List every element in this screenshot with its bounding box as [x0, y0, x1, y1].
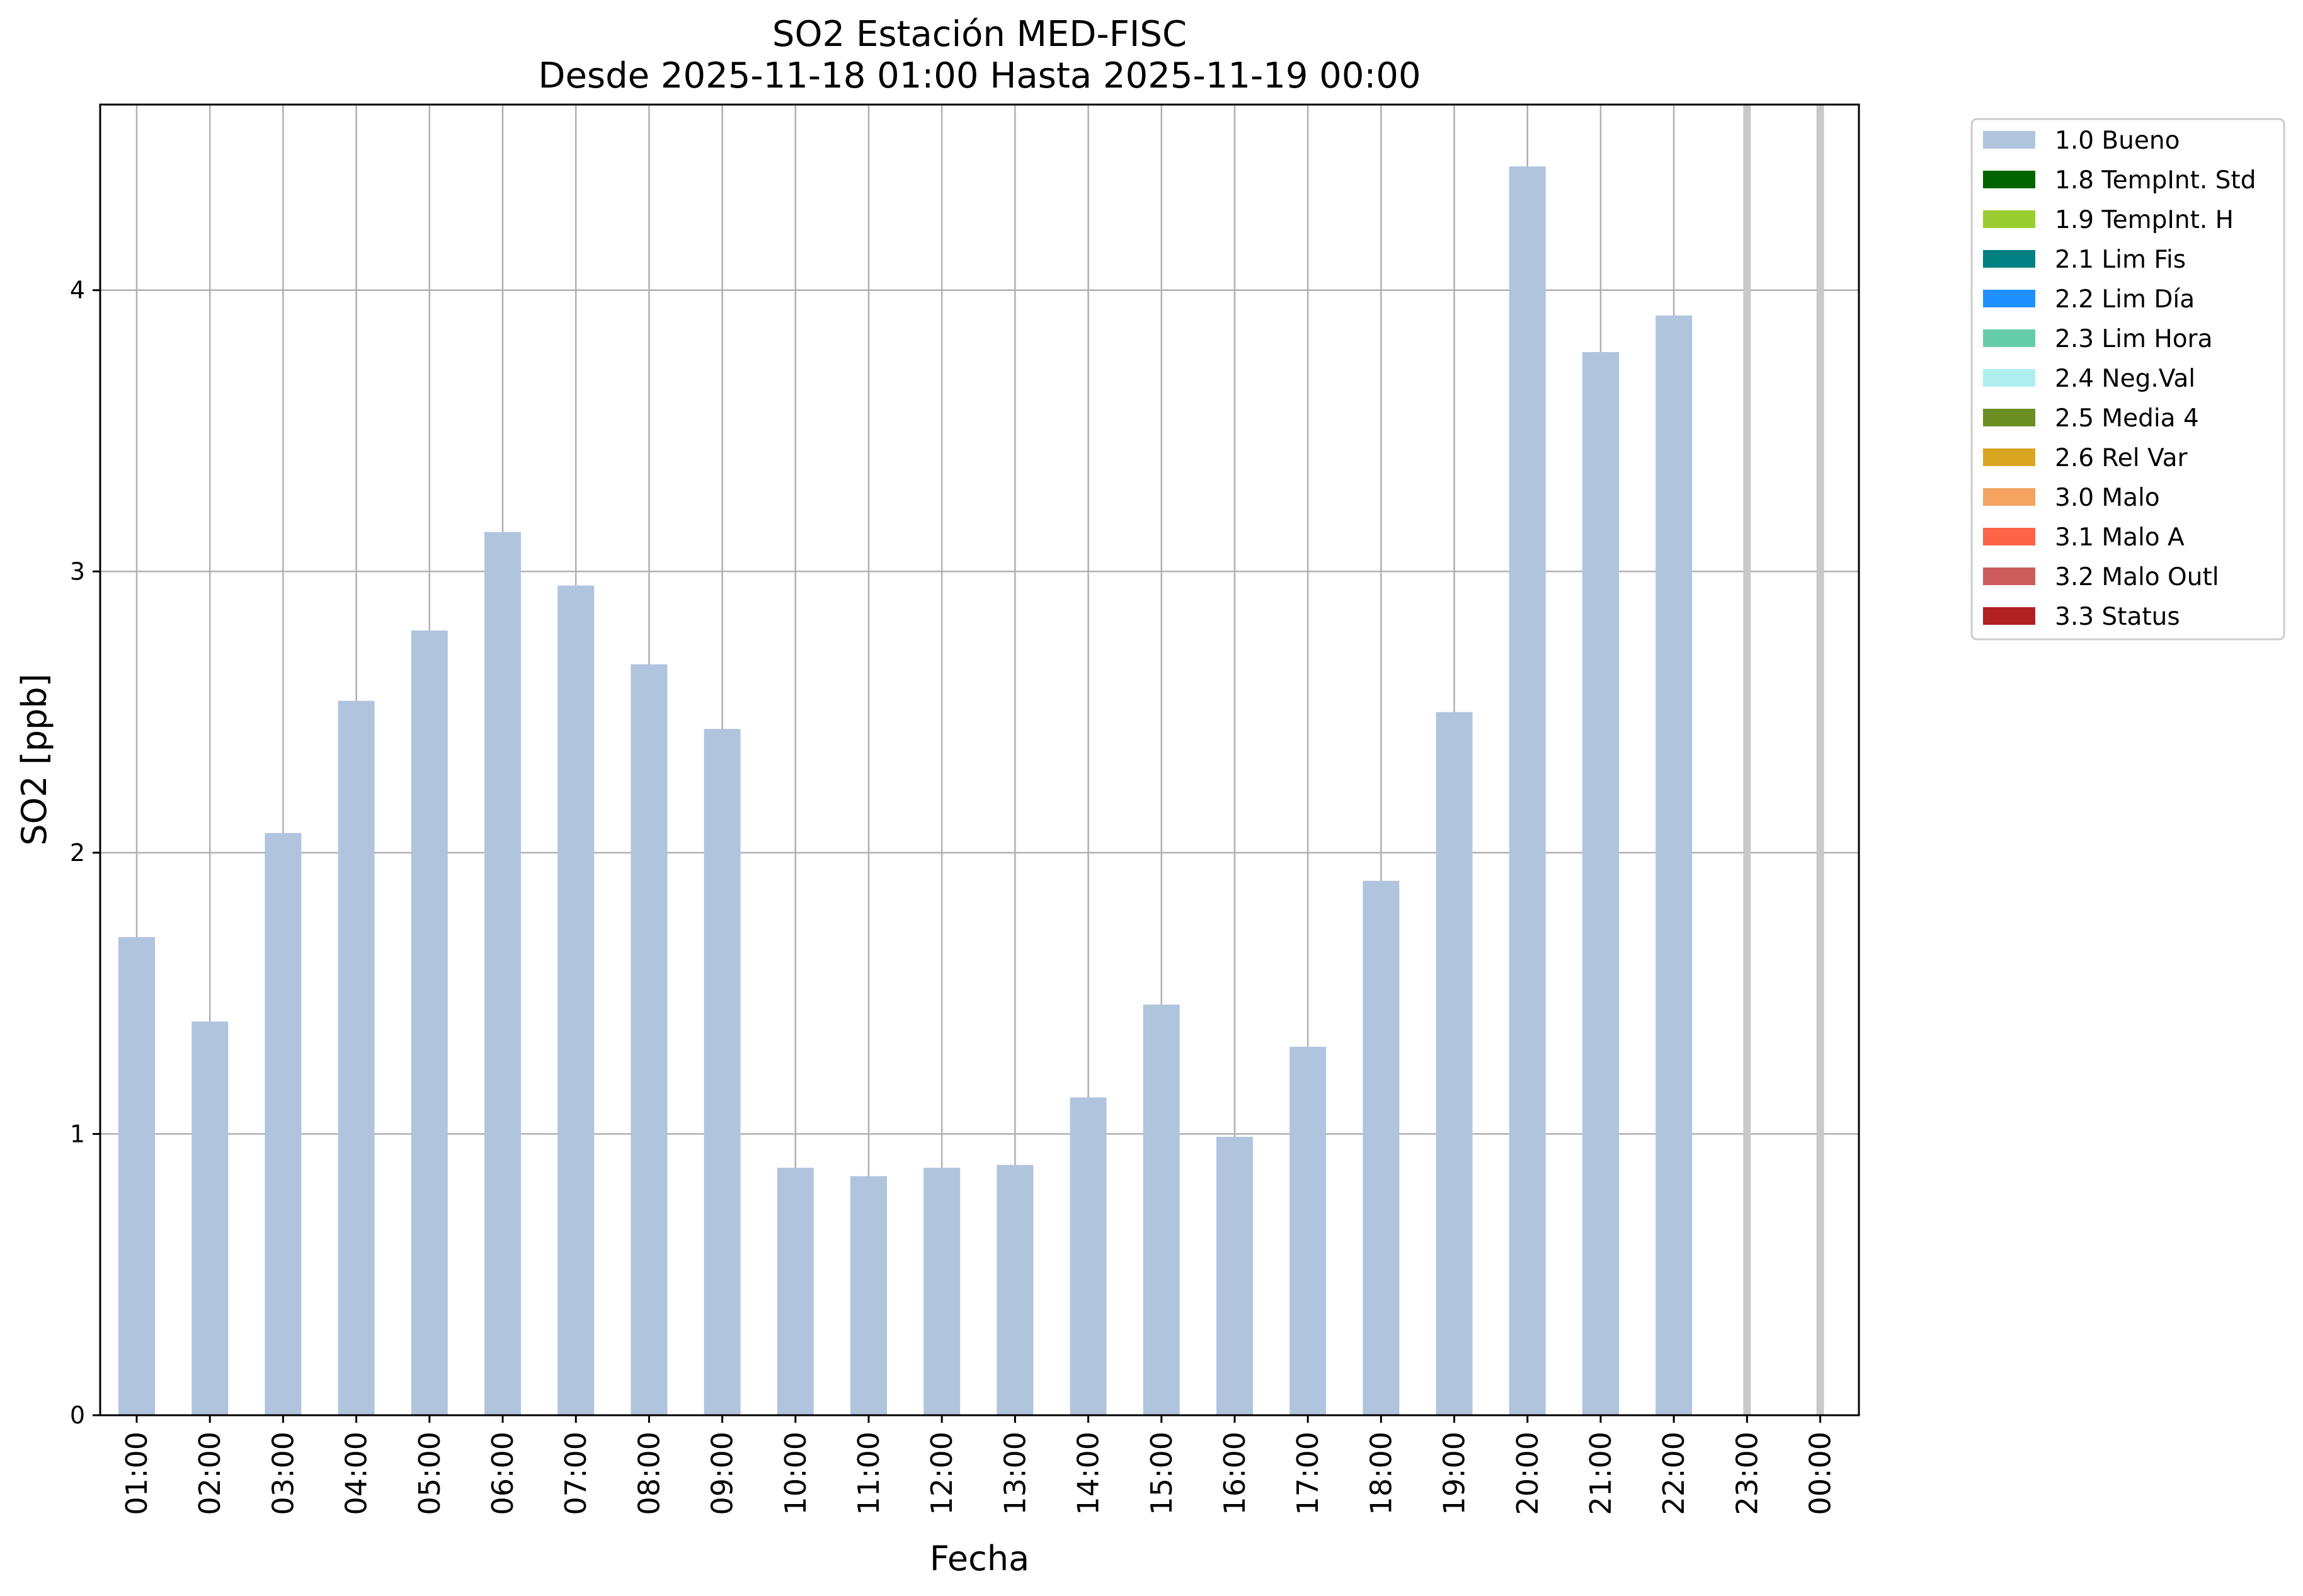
x-tick-label: 02:00	[193, 1432, 227, 1515]
bar	[923, 1168, 961, 1415]
bar	[1143, 1005, 1180, 1415]
y-axis-ticks: 0 1 2 3 4	[70, 276, 100, 1429]
legend-swatch	[1983, 488, 2035, 506]
legend-swatch	[1983, 409, 2035, 426]
x-tick-label: 11:00	[852, 1432, 886, 1515]
x-tick-label: 04:00	[340, 1432, 374, 1515]
legend-swatch	[1983, 567, 2035, 585]
x-tick-label: 12:00	[925, 1432, 959, 1515]
x-tick-label: 23:00	[1730, 1432, 1764, 1515]
bar	[704, 729, 741, 1415]
legend-label: 3.0 Malo	[2055, 484, 2160, 512]
bar	[1216, 1136, 1253, 1415]
bar	[1509, 166, 1546, 1415]
bar	[557, 585, 595, 1415]
x-tick-label: 06:00	[486, 1432, 520, 1515]
bars	[118, 166, 1693, 1416]
x-axis-ticks: 01:00 02:00 03:00 04:00 05:00 06:00 07:00 08:00…	[120, 1415, 1837, 1515]
legend-swatch	[1983, 210, 2035, 228]
bar	[484, 532, 521, 1415]
y-tick-label: 0	[70, 1401, 85, 1429]
legend-label: 2.5 Media 4	[2055, 404, 2199, 433]
legend-swatch	[1983, 607, 2035, 625]
legend-label: 1.9 TempInt. H	[2055, 206, 2234, 234]
x-tick-label: 18:00	[1364, 1432, 1398, 1515]
chart-subtitle: Desde 2025-11-18 01:00 Hasta 2025-11-19 …	[538, 55, 1420, 96]
x-tick-label: 08:00	[632, 1432, 666, 1515]
legend: 1.0 Bueno 1.8 TempInt. Std 1.9 TempInt. H 2…	[1970, 118, 2285, 641]
x-tick-label: 16:00	[1218, 1432, 1252, 1515]
x-axis-label: Fecha	[930, 1539, 1029, 1578]
bar	[777, 1168, 814, 1415]
legend-swatch	[1983, 131, 2035, 149]
bar	[1582, 351, 1619, 1415]
y-tick-label: 2	[70, 839, 85, 867]
legend-label: 2.1 Lim Fis	[2055, 246, 2186, 274]
x-tick-label: 05:00	[413, 1432, 447, 1515]
missing-data-markers	[1743, 105, 1824, 1415]
bar	[265, 833, 302, 1415]
legend-label: 2.3 Lim Hora	[2055, 325, 2213, 353]
x-tick-label: 22:00	[1657, 1432, 1691, 1515]
x-tick-label: 09:00	[706, 1432, 740, 1515]
x-tick-label: 19:00	[1437, 1432, 1472, 1515]
chart-title: SO2 Estación MED-FISC	[772, 14, 1187, 55]
legend-label: 3.3 Status	[2055, 603, 2180, 631]
legend-frame	[1970, 118, 2285, 641]
bar	[997, 1165, 1034, 1415]
x-tick-label: 21:00	[1584, 1432, 1618, 1515]
legend-swatch	[1983, 369, 2035, 387]
legend-label: 2.6 Rel Var	[2055, 444, 2188, 472]
legend-label: 3.2 Malo Outl	[2055, 563, 2219, 591]
bar	[118, 937, 155, 1415]
legend-label: 1.0 Bueno	[2055, 127, 2180, 155]
y-tick-label: 4	[70, 276, 85, 304]
x-tick-label: 17:00	[1291, 1432, 1325, 1515]
legend-swatch	[1983, 448, 2035, 466]
y-tick-label: 3	[70, 557, 85, 585]
x-tick-label: 20:00	[1511, 1432, 1545, 1515]
legend-items: 1.0 Bueno 1.8 TempInt. Std 1.9 TempInt. H 2…	[1983, 127, 2256, 631]
bar	[631, 664, 668, 1415]
legend-swatch	[1983, 329, 2035, 347]
x-tick-label: 13:00	[998, 1432, 1032, 1515]
x-tick-label: 03:00	[266, 1432, 300, 1515]
bar	[191, 1021, 229, 1415]
x-tick-label: 00:00	[1803, 1432, 1837, 1515]
bar	[1436, 712, 1473, 1415]
bar	[1363, 881, 1400, 1415]
legend-swatch	[1983, 290, 2035, 307]
legend-swatch	[1983, 250, 2035, 268]
x-tick-label: 10:00	[779, 1432, 813, 1515]
bar	[1289, 1046, 1327, 1415]
bar	[411, 630, 448, 1416]
legend-swatch	[1983, 528, 2035, 545]
legend-label: 2.2 Lim Día	[2055, 285, 2195, 314]
legend-swatch	[1983, 171, 2035, 188]
x-tick-label: 14:00	[1071, 1432, 1106, 1515]
bar	[1655, 315, 1693, 1415]
x-tick-label: 07:00	[559, 1432, 593, 1515]
legend-label: 2.4 Neg.Val	[2055, 365, 2195, 393]
y-tick-label: 1	[70, 1120, 85, 1148]
legend-label: 3.1 Malo A	[2055, 523, 2185, 552]
y-axis-label: SO2 [ppb]	[14, 673, 54, 845]
x-tick-label: 15:00	[1145, 1432, 1179, 1515]
bar	[850, 1176, 887, 1415]
plot-area-frame	[99, 103, 1860, 1416]
bar	[1070, 1097, 1107, 1415]
x-tick-label: 01:00	[120, 1432, 154, 1515]
bar	[338, 700, 375, 1415]
legend-label: 1.8 TempInt. Std	[2055, 166, 2256, 195]
